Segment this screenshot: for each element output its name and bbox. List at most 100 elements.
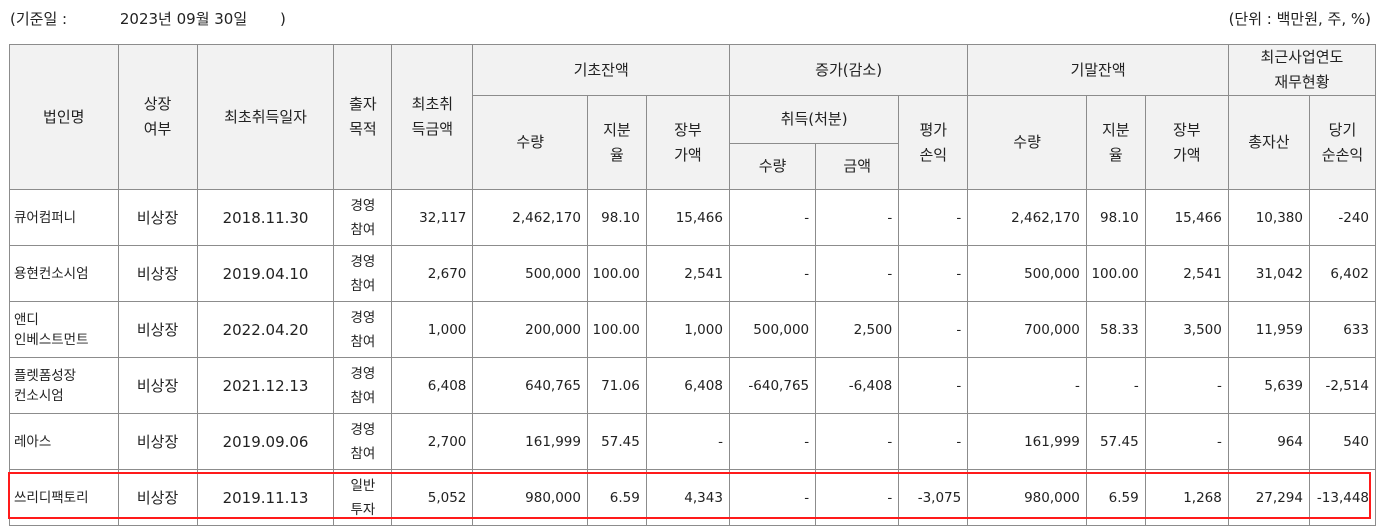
- cell-net-income: -240: [1308, 189, 1377, 246]
- cell-close-share: 6.59: [1085, 469, 1146, 526]
- cell-open-book: -: [645, 413, 730, 470]
- col-close-book: 장부 가액: [1144, 95, 1229, 190]
- cell-close-qty: 161,999: [967, 413, 1087, 470]
- cell-open-qty: 200,000: [472, 301, 588, 358]
- cell-acq-amount: -6,408: [815, 357, 900, 414]
- cell-purpose: 경영 참여: [333, 413, 393, 470]
- cell-first-date: 2021.12.13: [196, 357, 335, 414]
- cell-open-share: 100.00: [586, 245, 647, 302]
- cell-open-book: 6,408: [645, 357, 730, 414]
- cell-acq-amount: -: [815, 413, 900, 470]
- cell-close-share: 98.10: [1085, 189, 1146, 246]
- cell-open-qty: 2,462,170: [472, 189, 588, 246]
- cell-purpose: 일반 투자: [333, 469, 393, 526]
- col-total-assets: 총자산: [1227, 95, 1310, 190]
- col-close-qty: 수량: [967, 95, 1087, 190]
- base-date-value: 2023년 09월 30일: [119, 10, 248, 28]
- cell-acq-qty: -: [728, 469, 817, 526]
- cell-eval: -: [898, 357, 969, 414]
- cell-company: 레아스: [9, 413, 119, 470]
- cell-total-assets: 5,639: [1227, 357, 1310, 414]
- cell-purpose: 경영 참여: [333, 189, 393, 246]
- col-close-share: 지분 율: [1085, 95, 1146, 190]
- cell-close-qty: 2,462,170: [967, 189, 1087, 246]
- cell-total-assets: 10,380: [1227, 189, 1310, 246]
- cell-close-book: 1,268: [1144, 469, 1229, 526]
- cell-first-date: 2018.11.30: [196, 189, 335, 246]
- cell-open-qty: 980,000: [472, 469, 588, 526]
- report-header: (기준일 : 2023년 09월 30일 ) (단위 : 백만원, 주, %): [10, 8, 1371, 30]
- cell-close-book: -: [1144, 357, 1229, 414]
- cell-open-qty: 161,999: [472, 413, 588, 470]
- cell-open-book: 1,000: [645, 301, 730, 358]
- cell-acq-qty: -640,765: [728, 357, 817, 414]
- cell-company: 플렛폼성장 컨소시엄: [9, 357, 119, 414]
- cell-eval: -: [898, 413, 969, 470]
- col-net-income: 당기 순손익: [1308, 95, 1377, 190]
- cell-acq-amount: -: [815, 469, 900, 526]
- cell-close-qty: 500,000: [967, 245, 1087, 302]
- table-row: 용현컨소시엄 비상장 2019.04.10 경영 참여 2,670 500,000 100.0…: [9, 245, 1377, 302]
- cell-close-qty: 700,000: [967, 301, 1087, 358]
- cell-net-income: 540: [1308, 413, 1377, 470]
- cell-first-date: 2019.09.06: [196, 413, 335, 470]
- group-acquisition: 취득(처분): [728, 95, 900, 144]
- cell-first-amount: 5,052: [391, 469, 474, 526]
- cell-close-book: 2,541: [1144, 245, 1229, 302]
- cell-total-assets: 11,959: [1227, 301, 1310, 358]
- cell-close-share: 58.33: [1085, 301, 1146, 358]
- col-purpose: 출자 목적: [333, 44, 393, 190]
- cell-first-amount: 6,408: [391, 357, 474, 414]
- cell-open-share: 100.00: [586, 301, 647, 358]
- base-date-label: (기준일 :: [10, 10, 68, 28]
- cell-listed: 비상장: [117, 413, 198, 470]
- cell-close-share: 100.00: [1085, 245, 1146, 302]
- cell-close-share: 57.45: [1085, 413, 1146, 470]
- cell-company: 용현컨소시엄: [9, 245, 119, 302]
- cell-net-income: 633: [1308, 301, 1377, 358]
- cell-listed: 비상장: [117, 469, 198, 526]
- cell-net-income: -2,514: [1308, 357, 1377, 414]
- cell-total-assets: 27,294: [1227, 469, 1310, 526]
- table-row: 큐어컴퍼니 비상장 2018.11.30 경영 참여 32,117 2,462,170 98.…: [9, 189, 1377, 246]
- col-first-amount: 최초취 득금액: [391, 44, 474, 190]
- cell-first-amount: 2,670: [391, 245, 474, 302]
- unit-label: (단위 : 백만원, 주, %): [1228, 10, 1371, 28]
- col-eval: 평가 손익: [898, 95, 969, 190]
- cell-first-amount: 32,117: [391, 189, 474, 246]
- cell-company: 앤디 인베스트먼트: [9, 301, 119, 358]
- cell-open-share: 98.10: [586, 189, 647, 246]
- cell-listed: 비상장: [117, 189, 198, 246]
- cell-eval: -: [898, 301, 969, 358]
- cell-acq-amount: -: [815, 189, 900, 246]
- col-first-date: 최초취득일자: [196, 44, 335, 190]
- cell-open-qty: 640,765: [472, 357, 588, 414]
- table-head: 법인명 상장 여부 최초취득일자 출자 목적 최초취 득금액 기초잔액 증가(감소) …: [9, 44, 1377, 190]
- cell-purpose: 경영 참여: [333, 245, 393, 302]
- cell-close-share: -: [1085, 357, 1146, 414]
- cell-acq-qty: -: [728, 189, 817, 246]
- cell-close-qty: -: [967, 357, 1087, 414]
- cell-listed: 비상장: [117, 357, 198, 414]
- cell-purpose: 경영 참여: [333, 357, 393, 414]
- group-closing: 기말잔액: [967, 44, 1229, 96]
- col-listed: 상장 여부: [117, 44, 198, 190]
- cell-first-date: 2019.11.13: [196, 469, 335, 526]
- investment-table: 법인명 상장 여부 최초취득일자 출자 목적 최초취 득금액 기초잔액 증가(감소) …: [9, 44, 1377, 526]
- cell-net-income: -13,448: [1308, 469, 1377, 526]
- base-date-close: ): [279, 10, 286, 28]
- cell-company: 큐어컴퍼니: [9, 189, 119, 246]
- col-acq-qty: 수량: [728, 143, 817, 190]
- base-date-line: (기준일 : 2023년 09월 30일 ): [10, 8, 286, 29]
- cell-open-share: 71.06: [586, 357, 647, 414]
- cell-eval: -3,075: [898, 469, 969, 526]
- cell-open-book: 2,541: [645, 245, 730, 302]
- cell-close-book: 3,500: [1144, 301, 1229, 358]
- cell-company: 쓰리디팩토리: [9, 469, 119, 526]
- cell-listed: 비상장: [117, 245, 198, 302]
- col-open-share: 지분 율: [586, 95, 647, 190]
- cell-first-amount: 1,000: [391, 301, 474, 358]
- cell-total-assets: 31,042: [1227, 245, 1310, 302]
- cell-purpose: 경영 참여: [333, 301, 393, 358]
- group-financials: 최근사업연도 재무현황: [1227, 44, 1377, 96]
